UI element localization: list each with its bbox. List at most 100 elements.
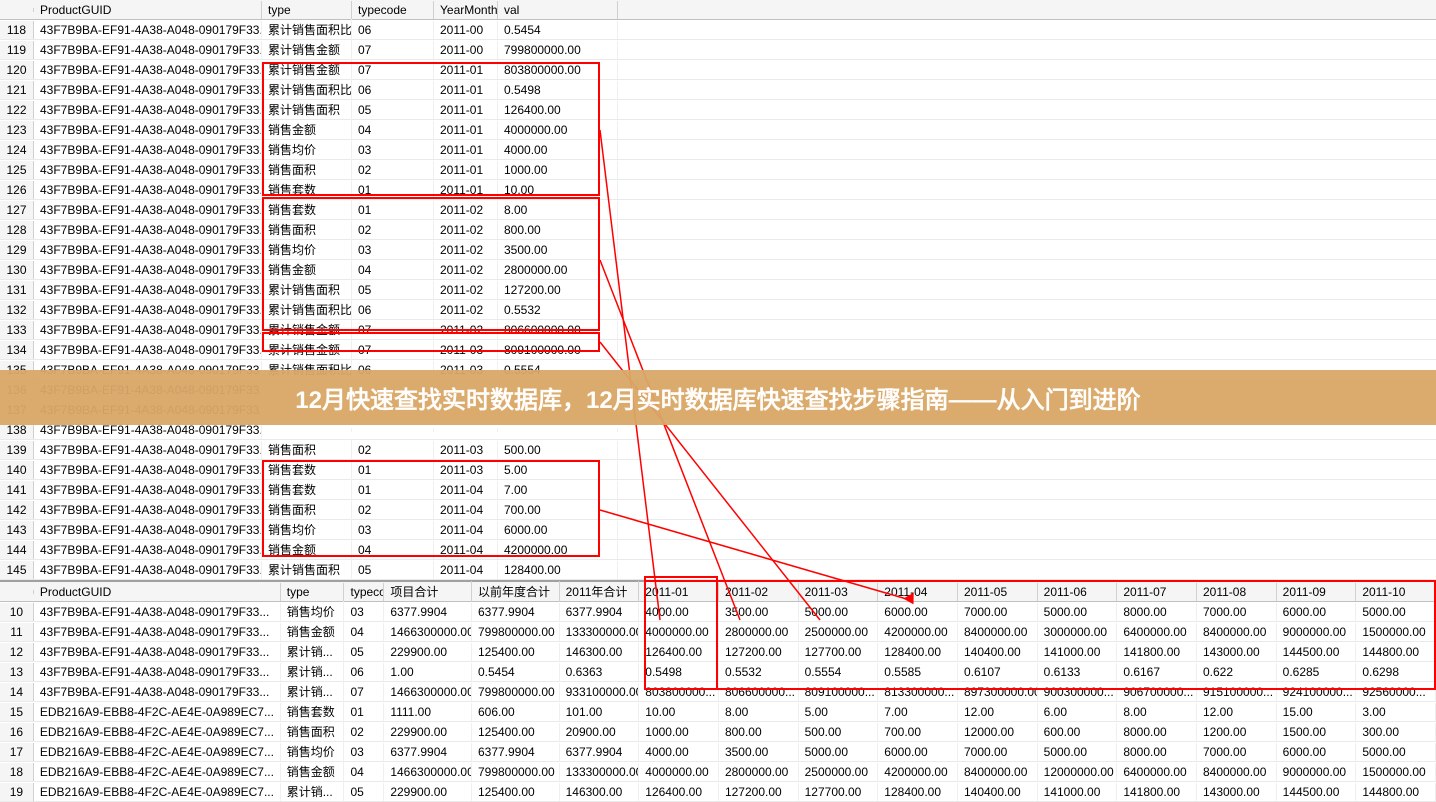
row-number: 143 (0, 521, 34, 539)
cell-val: 5000.00 (799, 603, 879, 621)
bottom-grid-body[interactable]: 1043F7B9BA-EF91-4A38-A048-090179F33...销售… (0, 602, 1436, 802)
table-row[interactable]: 14343F7B9BA-EF91-4A38-A048-090179F33...销… (0, 520, 1436, 540)
bottom-data-grid[interactable]: ProductGUID type typecode 项目合计 以前年度合计 20… (0, 582, 1436, 802)
table-row[interactable]: 1143F7B9BA-EF91-4A38-A048-090179F33...销售… (0, 622, 1436, 642)
cell-yearmonth: 2011-04 (434, 561, 498, 579)
table-row[interactable]: 12743F7B9BA-EF91-4A38-A048-090179F33...销… (0, 200, 1436, 220)
col-2011-06[interactable]: 2011-06 (1038, 583, 1118, 601)
col-prev-year-total[interactable]: 以前年度合计 (472, 581, 560, 602)
cell-productguid: 43F7B9BA-EF91-4A38-A048-090179F33... (34, 521, 262, 539)
table-row[interactable]: 18EDB216A9-EBB8-4F2C-AE4E-0A989EC7...销售金… (0, 762, 1436, 782)
cell-val: 146300.00 (560, 643, 640, 661)
table-row[interactable]: 16EDB216A9-EBB8-4F2C-AE4E-0A989EC7...销售面… (0, 722, 1436, 742)
col-2011-07[interactable]: 2011-07 (1117, 583, 1197, 601)
table-row[interactable]: 12343F7B9BA-EF91-4A38-A048-090179F33...销… (0, 120, 1436, 140)
col-yearmonth[interactable]: YearMonth (434, 1, 498, 19)
cell-productguid: 43F7B9BA-EF91-4A38-A048-090179F33... (34, 61, 262, 79)
table-row[interactable]: 12443F7B9BA-EF91-4A38-A048-090179F33...销… (0, 140, 1436, 160)
cell-val: 700.00 (878, 723, 958, 741)
row-number: 18 (0, 763, 34, 781)
table-row[interactable]: 1343F7B9BA-EF91-4A38-A048-090179F33...累计… (0, 662, 1436, 682)
cell-val: 803800000... (639, 683, 719, 701)
col-2011-01[interactable]: 2011-01 (639, 583, 719, 601)
top-grid-body[interactable]: 11843F7B9BA-EF91-4A38-A048-090179F33...累… (0, 20, 1436, 580)
col-typecode[interactable]: typecode (352, 1, 434, 19)
cell-val: 7.00 (498, 481, 618, 499)
row-number: 145 (0, 561, 34, 579)
cell-val: 6377.9904 (472, 743, 560, 761)
row-number: 13 (0, 663, 34, 681)
col-2011-05[interactable]: 2011-05 (958, 583, 1038, 601)
cell-typecode: 01 (352, 201, 434, 219)
cell-yearmonth: 2011-03 (434, 441, 498, 459)
cell-val: 0.6363 (560, 663, 640, 681)
table-row[interactable]: 19EDB216A9-EBB8-4F2C-AE4E-0A989EC7...累计销… (0, 782, 1436, 802)
cell-val: 1466300000.00 (384, 763, 472, 781)
cell-typecode: 05 (352, 561, 434, 579)
table-row[interactable]: 12843F7B9BA-EF91-4A38-A048-090179F33...销… (0, 220, 1436, 240)
rownum-header (0, 8, 34, 12)
table-row[interactable]: 13243F7B9BA-EF91-4A38-A048-090179F33...累… (0, 300, 1436, 320)
table-row[interactable]: 12643F7B9BA-EF91-4A38-A048-090179F33...销… (0, 180, 1436, 200)
table-row[interactable]: 14443F7B9BA-EF91-4A38-A048-090179F33...销… (0, 540, 1436, 560)
col-2011-08[interactable]: 2011-08 (1197, 583, 1277, 601)
cell-val: 128400.00 (878, 643, 958, 661)
cell-productguid: 43F7B9BA-EF91-4A38-A048-090179F33... (34, 281, 262, 299)
col-productguid[interactable]: ProductGUID (34, 1, 262, 19)
table-row[interactable]: 12943F7B9BA-EF91-4A38-A048-090179F33...销… (0, 240, 1436, 260)
cell-val: 7000.00 (1197, 743, 1277, 761)
cell-productguid: 43F7B9BA-EF91-4A38-A048-090179F33... (34, 561, 262, 579)
col-2011-04[interactable]: 2011-04 (878, 583, 958, 601)
table-row[interactable]: 14043F7B9BA-EF91-4A38-A048-090179F33...销… (0, 460, 1436, 480)
table-row[interactable]: 12143F7B9BA-EF91-4A38-A048-090179F33...累… (0, 80, 1436, 100)
col-typecode[interactable]: typecode (344, 583, 384, 601)
cell-type: 销售金额 (281, 621, 345, 642)
table-row[interactable]: 11843F7B9BA-EF91-4A38-A048-090179F33...累… (0, 20, 1436, 40)
cell-val: 6000.00 (498, 521, 618, 539)
cell-val: 6000.00 (1277, 603, 1357, 621)
cell-type: 销售金额 (262, 259, 352, 280)
cell-productguid: 43F7B9BA-EF91-4A38-A048-090179F33... (34, 41, 262, 59)
table-row[interactable]: 13043F7B9BA-EF91-4A38-A048-090179F33...销… (0, 260, 1436, 280)
col-2011-03[interactable]: 2011-03 (799, 583, 879, 601)
row-number: 144 (0, 541, 34, 559)
table-row[interactable]: 17EDB216A9-EBB8-4F2C-AE4E-0A989EC7...销售均… (0, 742, 1436, 762)
col-type[interactable]: type (281, 583, 345, 601)
table-row[interactable]: 15EDB216A9-EBB8-4F2C-AE4E-0A989EC7...销售套… (0, 702, 1436, 722)
table-row[interactable]: 12043F7B9BA-EF91-4A38-A048-090179F33...累… (0, 60, 1436, 80)
col-project-total[interactable]: 项目合计 (384, 581, 472, 602)
table-row[interactable]: 14543F7B9BA-EF91-4A38-A048-090179F33...累… (0, 560, 1436, 580)
table-row[interactable]: 14143F7B9BA-EF91-4A38-A048-090179F33...销… (0, 480, 1436, 500)
top-data-grid[interactable]: ProductGUID type typecode YearMonth val … (0, 0, 1436, 580)
row-number: 140 (0, 461, 34, 479)
cell-val: 9000000.00 (1277, 623, 1357, 641)
cell-val: 4200000.00 (878, 763, 958, 781)
table-row[interactable]: 13143F7B9BA-EF91-4A38-A048-090179F33...累… (0, 280, 1436, 300)
cell-val: 144500.00 (1277, 643, 1357, 661)
table-row[interactable]: 13443F7B9BA-EF91-4A38-A048-090179F33...累… (0, 340, 1436, 360)
table-row[interactable]: 1443F7B9BA-EF91-4A38-A048-090179F33...累计… (0, 682, 1436, 702)
table-row[interactable]: 1043F7B9BA-EF91-4A38-A048-090179F33...销售… (0, 602, 1436, 622)
table-row[interactable]: 13343F7B9BA-EF91-4A38-A048-090179F33...累… (0, 320, 1436, 340)
row-number: 19 (0, 783, 34, 801)
table-row[interactable]: 1243F7B9BA-EF91-4A38-A048-090179F33...累计… (0, 642, 1436, 662)
table-row[interactable]: 11943F7B9BA-EF91-4A38-A048-090179F33...累… (0, 40, 1436, 60)
col-productguid[interactable]: ProductGUID (34, 583, 281, 601)
col-2011-total[interactable]: 2011年合计 (560, 581, 640, 602)
cell-typecode: 04 (352, 261, 434, 279)
cell-val: 6000.00 (878, 603, 958, 621)
table-row[interactable]: 12543F7B9BA-EF91-4A38-A048-090179F33...销… (0, 160, 1436, 180)
col-2011-02[interactable]: 2011-02 (719, 583, 799, 601)
cell-productguid: 43F7B9BA-EF91-4A38-A048-090179F33... (34, 441, 262, 459)
col-val[interactable]: val (498, 1, 618, 19)
table-row[interactable]: 12243F7B9BA-EF91-4A38-A048-090179F33...累… (0, 100, 1436, 120)
col-2011-10[interactable]: 2011-10 (1356, 583, 1436, 601)
cell-val: 15.00 (1277, 703, 1357, 721)
col-type[interactable]: type (262, 1, 352, 19)
cell-productguid: 43F7B9BA-EF91-4A38-A048-090179F33... (34, 481, 262, 499)
cell-val: 125400.00 (472, 643, 560, 661)
table-row[interactable]: 14243F7B9BA-EF91-4A38-A048-090179F33...销… (0, 500, 1436, 520)
col-2011-09[interactable]: 2011-09 (1277, 583, 1357, 601)
table-row[interactable]: 13943F7B9BA-EF91-4A38-A048-090179F33...销… (0, 440, 1436, 460)
cell-val: 127200.00 (719, 783, 799, 801)
